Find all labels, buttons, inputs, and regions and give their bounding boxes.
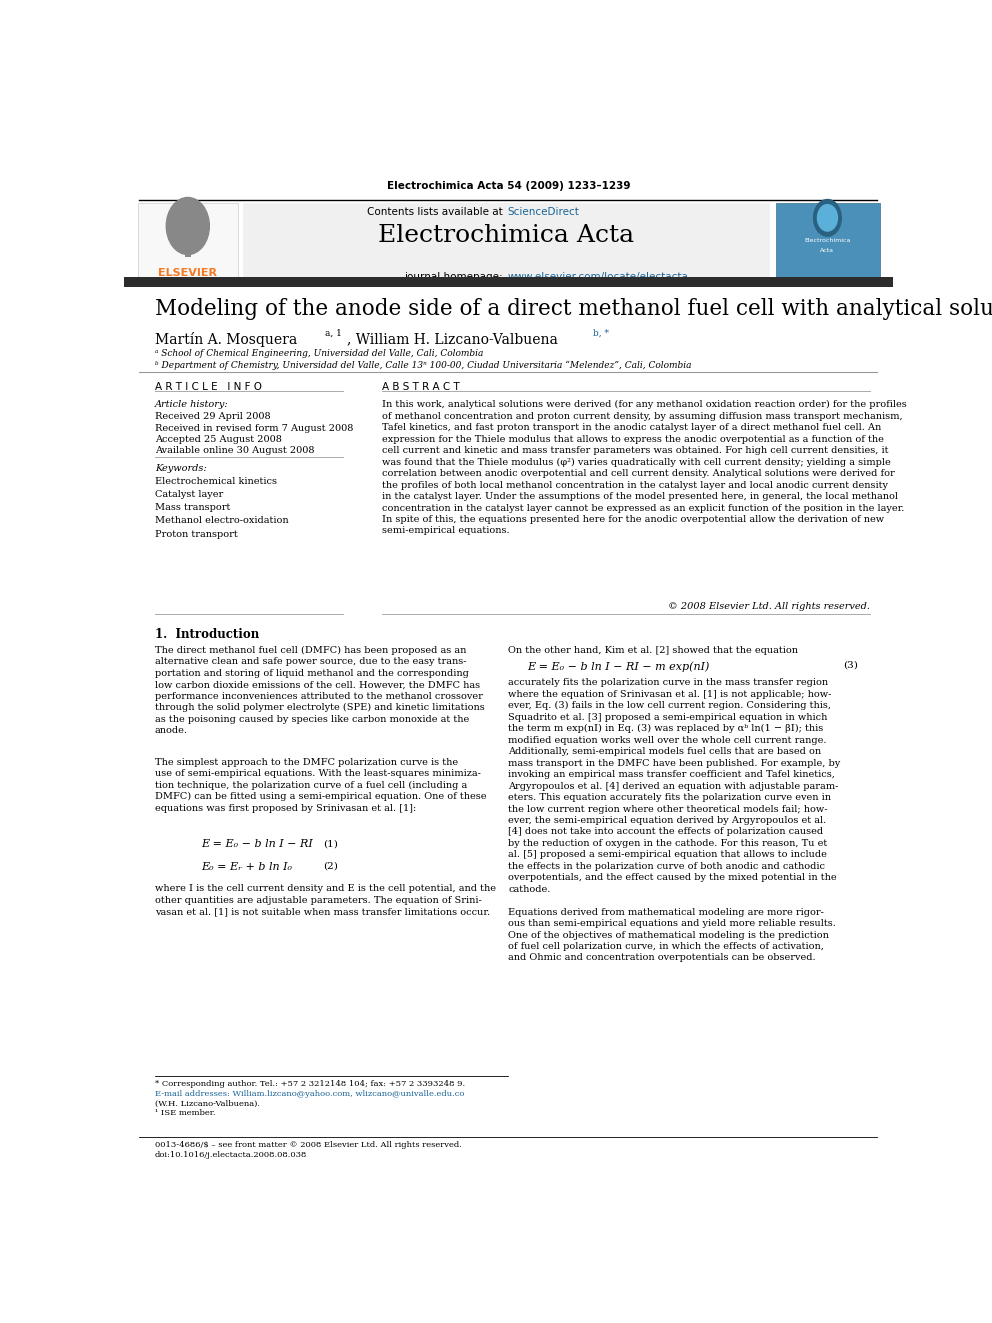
Text: A B S T R A C T: A B S T R A C T — [382, 382, 459, 392]
Text: Methanol electro-oxidation: Methanol electro-oxidation — [155, 516, 289, 525]
Text: A R T I C L E   I N F O: A R T I C L E I N F O — [155, 382, 262, 392]
Text: The direct methanol fuel cell (DMFC) has been proposed as an
alternative clean a: The direct methanol fuel cell (DMFC) has… — [155, 646, 484, 736]
Text: Modeling of the anode side of a direct methanol fuel cell with analytical soluti: Modeling of the anode side of a direct m… — [155, 298, 992, 320]
Text: Accepted 25 August 2008: Accepted 25 August 2008 — [155, 435, 282, 443]
Text: where I is the cell current density and E is the cell potential, and the
other q: where I is the cell current density and … — [155, 884, 496, 916]
FancyBboxPatch shape — [138, 202, 238, 279]
Text: Keywords:: Keywords: — [155, 464, 206, 474]
Text: , William H. Lizcano-Valbuena: , William H. Lizcano-Valbuena — [347, 332, 558, 345]
Text: © 2008 Elsevier Ltd. All rights reserved.: © 2008 Elsevier Ltd. All rights reserved… — [668, 602, 870, 611]
Text: * Corresponding author. Tel.: +57 2 3212148 104; fax: +57 2 3393248 9.: * Corresponding author. Tel.: +57 2 3212… — [155, 1080, 465, 1088]
Text: E = E₀ − b ln I − RI: E = E₀ − b ln I − RI — [200, 839, 312, 849]
Text: Electrochimica Acta: Electrochimica Acta — [378, 224, 634, 247]
Text: journal homepage:: journal homepage: — [404, 271, 506, 282]
Circle shape — [817, 205, 837, 232]
Text: Contents lists available at: Contents lists available at — [367, 206, 506, 217]
Text: (W.H. Lizcano-Valbuena).: (W.H. Lizcano-Valbuena). — [155, 1099, 260, 1109]
Text: E-mail addresses: William.lizcano@yahoo.com, wlizcano@univalle.edu.co: E-mail addresses: William.lizcano@yahoo.… — [155, 1090, 464, 1098]
Text: Article history:: Article history: — [155, 400, 228, 409]
Text: (2): (2) — [322, 861, 337, 871]
Text: 0013-4686/$ – see front matter © 2008 Elsevier Ltd. All rights reserved.: 0013-4686/$ – see front matter © 2008 El… — [155, 1140, 461, 1148]
Text: a, 1: a, 1 — [325, 329, 342, 337]
Text: Martín A. Mosquera: Martín A. Mosquera — [155, 332, 297, 347]
Text: Mass transport: Mass transport — [155, 503, 230, 512]
Text: ¹ ISE member.: ¹ ISE member. — [155, 1109, 215, 1117]
Text: Catalyst layer: Catalyst layer — [155, 490, 223, 499]
Text: (3): (3) — [843, 662, 858, 669]
Text: Received in revised form 7 August 2008: Received in revised form 7 August 2008 — [155, 423, 353, 433]
Text: In this work, analytical solutions were derived (for any methanol oxidation reac: In this work, analytical solutions were … — [382, 400, 907, 536]
Text: Proton transport: Proton transport — [155, 529, 237, 538]
Circle shape — [167, 197, 209, 254]
FancyBboxPatch shape — [124, 277, 893, 287]
Text: b, *: b, * — [593, 329, 609, 337]
Text: Available online 30 August 2008: Available online 30 August 2008 — [155, 446, 314, 455]
Circle shape — [813, 200, 841, 237]
Text: E₀ = Eᵣ + b ln I₀: E₀ = Eᵣ + b ln I₀ — [200, 861, 292, 872]
Text: ᵃ School of Chemical Engineering, Universidad del Valle, Cali, Colombia: ᵃ School of Chemical Engineering, Univer… — [155, 349, 483, 359]
Text: E = E₀ − b ln I − RI − m exp(nI): E = E₀ − b ln I − RI − m exp(nI) — [528, 662, 710, 672]
Text: doi:10.1016/j.electacta.2008.08.038: doi:10.1016/j.electacta.2008.08.038 — [155, 1151, 308, 1159]
Text: On the other hand, Kim et al. [2] showed that the equation: On the other hand, Kim et al. [2] showed… — [509, 646, 799, 655]
Text: Electrochimica Acta 54 (2009) 1233–1239: Electrochimica Acta 54 (2009) 1233–1239 — [387, 181, 630, 191]
Text: www.elsevier.com/locate/electacta: www.elsevier.com/locate/electacta — [508, 271, 688, 282]
Text: ELSEVIER: ELSEVIER — [159, 267, 217, 278]
FancyBboxPatch shape — [185, 238, 190, 257]
Text: The simplest approach to the DMFC polarization curve is the
use of semi-empirica: The simplest approach to the DMFC polari… — [155, 758, 486, 812]
Text: 1.  Introduction: 1. Introduction — [155, 628, 259, 642]
Text: Acta: Acta — [820, 249, 834, 254]
Text: ScienceDirect: ScienceDirect — [508, 206, 579, 217]
Text: Electrochemical kinetics: Electrochemical kinetics — [155, 476, 277, 486]
FancyBboxPatch shape — [243, 202, 770, 279]
Text: Received 29 April 2008: Received 29 April 2008 — [155, 413, 271, 422]
Text: accurately fits the polarization curve in the mass transfer region
where the equ: accurately fits the polarization curve i… — [509, 679, 840, 962]
Text: ᵇ Department of Chemistry, Universidad del Valle, Calle 13ⁿ 100-00, Ciudad Unive: ᵇ Department of Chemistry, Universidad d… — [155, 360, 691, 370]
Text: (1): (1) — [322, 839, 337, 848]
FancyBboxPatch shape — [776, 202, 880, 279]
Text: Electrochimica: Electrochimica — [805, 238, 850, 243]
